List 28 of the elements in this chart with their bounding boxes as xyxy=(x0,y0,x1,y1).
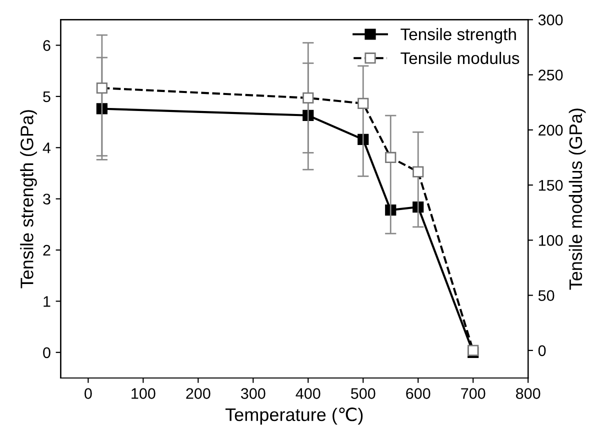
x-tick-label: 600 xyxy=(406,388,430,399)
x-tick-label: 700 xyxy=(461,388,486,399)
y2-tick-label: 0 xyxy=(538,345,546,356)
y2-tick-label: 300 xyxy=(538,14,563,26)
y2-tick-label: 150 xyxy=(538,180,563,191)
y2-axis-title: Tensile modulus (GPa) xyxy=(568,108,586,290)
y-axis-title: Tensile strength (GPa) xyxy=(20,110,37,288)
y-tick-label: 5 xyxy=(43,91,50,102)
x-tick-label: 800 xyxy=(516,388,540,399)
y2-tick-label: 50 xyxy=(538,290,554,301)
x-axis-title: Temperature (℃) xyxy=(225,408,363,425)
y-tick-label: 6 xyxy=(43,40,50,51)
legend-label: Tensile strength xyxy=(400,28,516,44)
y-tick-label: 0 xyxy=(43,347,50,358)
y2-tick-label: 200 xyxy=(538,124,563,136)
y2-tick-label: 100 xyxy=(538,235,563,246)
y-tick-label: 3 xyxy=(43,194,50,205)
x-tick-label: 200 xyxy=(186,388,210,399)
x-tick-label: 400 xyxy=(296,388,320,399)
y-tick-label: 1 xyxy=(44,296,50,307)
y-tick-label: 4 xyxy=(42,142,51,154)
y2-tick-label: 250 xyxy=(538,70,563,80)
legend-label: Tensile modulus xyxy=(400,52,520,64)
x-tick-label: 300 xyxy=(240,388,266,399)
y-tick-label: 2 xyxy=(43,244,50,256)
x-tick-label: 500 xyxy=(350,388,376,399)
x-tick-label: 100 xyxy=(132,388,156,399)
x-tick-label: 0 xyxy=(84,388,92,399)
